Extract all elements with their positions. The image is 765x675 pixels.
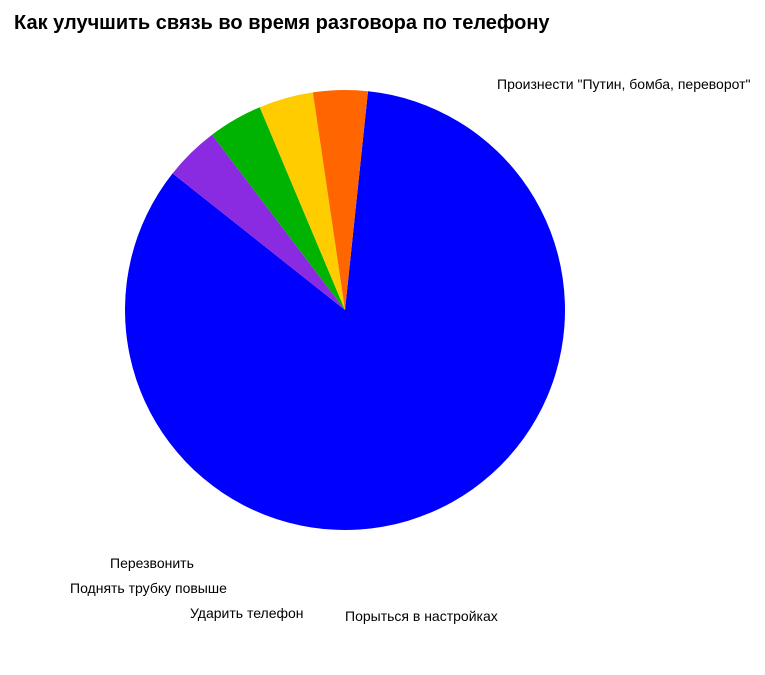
pie-chart bbox=[0, 0, 765, 675]
slice-label: Порыться в настройках bbox=[345, 608, 498, 624]
chart-container: Как улучшить связь во время разговора по… bbox=[0, 0, 765, 675]
slice-label: Произнести "Путин, бомба, переворот" bbox=[497, 76, 750, 92]
slice-label: Перезвонить bbox=[110, 555, 194, 571]
slice-label: Поднять трубку повыше bbox=[70, 580, 227, 596]
slice-label: Ударить телефон bbox=[190, 605, 304, 621]
